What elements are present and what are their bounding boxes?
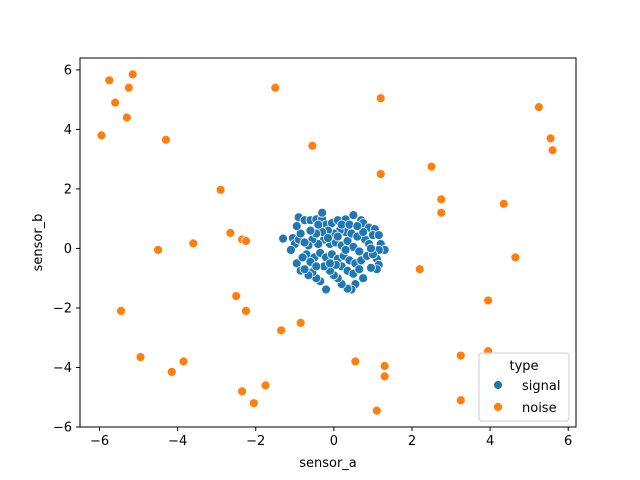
noise-point <box>270 82 281 93</box>
noise-point <box>350 356 361 367</box>
signal-point <box>325 258 335 269</box>
signal-point <box>311 261 322 272</box>
y-tick-label: 6 <box>64 63 72 78</box>
noise-point <box>436 207 447 218</box>
noise-point <box>166 367 177 377</box>
noise-point <box>371 405 382 416</box>
x-tick-label: 6 <box>564 434 572 449</box>
x-tick-label: 2 <box>408 434 416 449</box>
noise-point <box>545 133 556 144</box>
signal-point <box>366 262 376 273</box>
legend-label-signal: signal <box>522 379 560 394</box>
y-tick-label: 2 <box>64 182 72 197</box>
x-tick-label: 4 <box>486 434 494 449</box>
noise-point <box>547 145 558 156</box>
y-tick-label: −4 <box>53 361 72 376</box>
noise-point <box>295 317 306 328</box>
signal-point <box>332 231 343 242</box>
signal-point <box>373 230 384 240</box>
noise-point <box>498 198 509 209</box>
signal-point <box>321 284 331 295</box>
noise-point <box>96 130 107 141</box>
noise-point <box>153 245 164 255</box>
y-axis-label: sensor_b <box>31 214 46 272</box>
noise-point <box>534 102 544 112</box>
y-tick-label: 0 <box>64 242 72 257</box>
x-axis-label: sensor_a <box>299 456 357 471</box>
noise-point <box>178 356 189 367</box>
signal-point <box>354 264 365 275</box>
noise-point <box>241 306 251 316</box>
signal-point <box>323 233 333 243</box>
y-axis-ticks: −6 −4 −2 0 2 4 6 <box>53 63 80 436</box>
noise-point <box>123 82 134 93</box>
noise-point <box>379 371 390 382</box>
x-tick-label: 0 <box>330 434 338 449</box>
signal-point <box>340 245 351 255</box>
legend-label-noise: noise <box>522 401 557 416</box>
signal-point <box>299 264 310 275</box>
noise-point <box>237 386 247 397</box>
noise-point <box>483 295 494 306</box>
signal-point <box>348 210 359 221</box>
noise-point <box>379 361 390 371</box>
noise-point <box>225 228 236 238</box>
signal-point <box>352 221 363 232</box>
x-axis-ticks: −6 −4 −2 0 2 4 6 <box>90 427 572 449</box>
noise-point <box>414 264 425 275</box>
signal-point <box>299 237 310 248</box>
legend-marker-signal <box>493 380 503 390</box>
noise-point <box>260 380 271 391</box>
signal-point <box>358 227 369 237</box>
noise-point <box>276 325 287 336</box>
noise-point <box>121 112 132 123</box>
signal-point <box>297 252 308 263</box>
noise-point <box>455 395 466 406</box>
y-tick-label: −6 <box>53 421 72 436</box>
noise-point <box>127 69 138 80</box>
signal-point <box>291 221 302 232</box>
data-points <box>96 69 558 416</box>
noise-point <box>241 236 251 246</box>
y-tick-label: 4 <box>64 123 72 138</box>
y-tick-label: −2 <box>53 301 72 316</box>
noise-point <box>161 134 171 145</box>
noise-point <box>436 194 447 205</box>
legend-title: type <box>509 359 538 374</box>
legend: type signal noise <box>478 352 570 422</box>
signal-point <box>313 219 324 230</box>
plot-area <box>79 57 577 428</box>
noise-point <box>215 184 226 195</box>
x-tick-label: −2 <box>246 434 265 449</box>
legend-marker-noise <box>493 402 503 412</box>
noise-point <box>375 169 386 179</box>
noise-point <box>116 306 126 316</box>
x-tick-label: −6 <box>90 434 109 449</box>
noise-point <box>455 350 466 361</box>
signal-point <box>278 233 288 244</box>
noise-point <box>426 161 437 172</box>
signal-point <box>366 243 376 254</box>
noise-point <box>510 252 521 263</box>
noise-point <box>135 352 146 362</box>
noise-point <box>248 398 259 409</box>
noise-point <box>307 140 318 151</box>
signal-point <box>358 273 369 284</box>
noise-point <box>188 238 199 249</box>
noise-point <box>231 291 242 301</box>
signal-point <box>305 225 316 236</box>
noise-point <box>104 75 115 86</box>
x-tick-label: −4 <box>168 434 187 449</box>
noise-point <box>375 93 386 104</box>
noise-point <box>110 97 121 108</box>
signal-point <box>317 207 328 218</box>
signal-point <box>285 245 296 255</box>
